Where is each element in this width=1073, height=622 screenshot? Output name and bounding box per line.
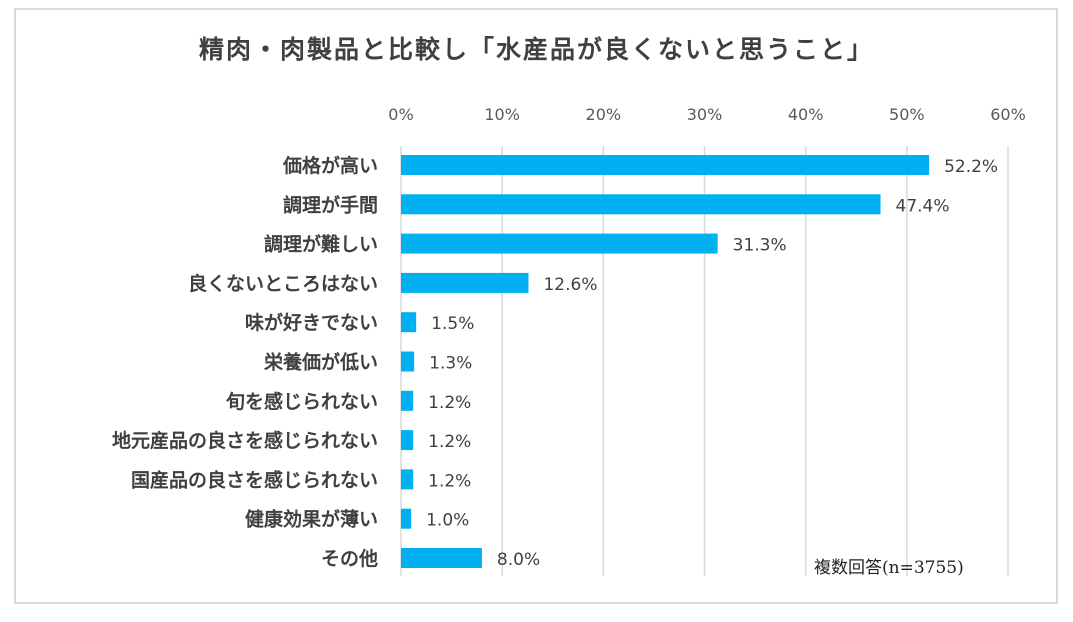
data-label: 8.0% <box>497 550 540 570</box>
bar <box>401 508 412 529</box>
category-label: 調理が手間 <box>283 193 378 216</box>
x-tick-label: 20% <box>586 105 622 124</box>
x-tick-label: 60% <box>990 105 1026 124</box>
bar <box>401 233 718 254</box>
category-label: 良くないところはない <box>188 272 378 295</box>
bar <box>401 155 930 175</box>
bar <box>401 430 414 451</box>
x-tick-label: 50% <box>889 105 925 124</box>
data-label: 1.0% <box>426 511 469 531</box>
bar <box>401 194 881 215</box>
category-label: 地元産品の良さを感じられない <box>112 429 378 452</box>
chart-frame <box>14 8 1058 604</box>
x-tick-label: 10% <box>484 105 520 124</box>
bar <box>401 548 482 568</box>
data-label: 1.3% <box>429 354 472 374</box>
sample-note: 複数回答(n=3755) <box>814 558 964 578</box>
bar <box>401 351 415 372</box>
data-label: 47.4% <box>896 196 950 216</box>
data-label: 1.2% <box>428 393 471 413</box>
category-label: その他 <box>321 547 378 570</box>
bar <box>401 272 529 293</box>
category-label: 国産品の良さを感じられない <box>131 468 378 491</box>
data-label: 1.5% <box>431 314 474 334</box>
x-tick-label: 0% <box>388 105 413 124</box>
category-label: 健康効果が薄い <box>245 508 378 531</box>
bar <box>401 312 417 333</box>
category-label: 栄養価が低い <box>263 351 378 374</box>
data-label: 12.6% <box>543 275 597 295</box>
data-label: 1.2% <box>428 471 471 491</box>
x-tick-label: 30% <box>687 105 723 124</box>
category-label: 味が好きでない <box>245 311 378 334</box>
data-label: 1.2% <box>428 432 471 452</box>
data-label: 31.3% <box>733 236 787 256</box>
category-label: 旬を感じられない <box>226 390 378 413</box>
bar <box>401 390 414 411</box>
bar <box>401 469 414 490</box>
data-label: 52.2% <box>944 157 998 177</box>
category-label: 調理が難しい <box>264 233 378 256</box>
chart-title: 精肉・肉製品と比較し「水産品が良くないと思うこと」 <box>198 35 874 64</box>
category-label: 価格が高い <box>282 154 378 177</box>
x-tick-label: 40% <box>788 105 824 124</box>
